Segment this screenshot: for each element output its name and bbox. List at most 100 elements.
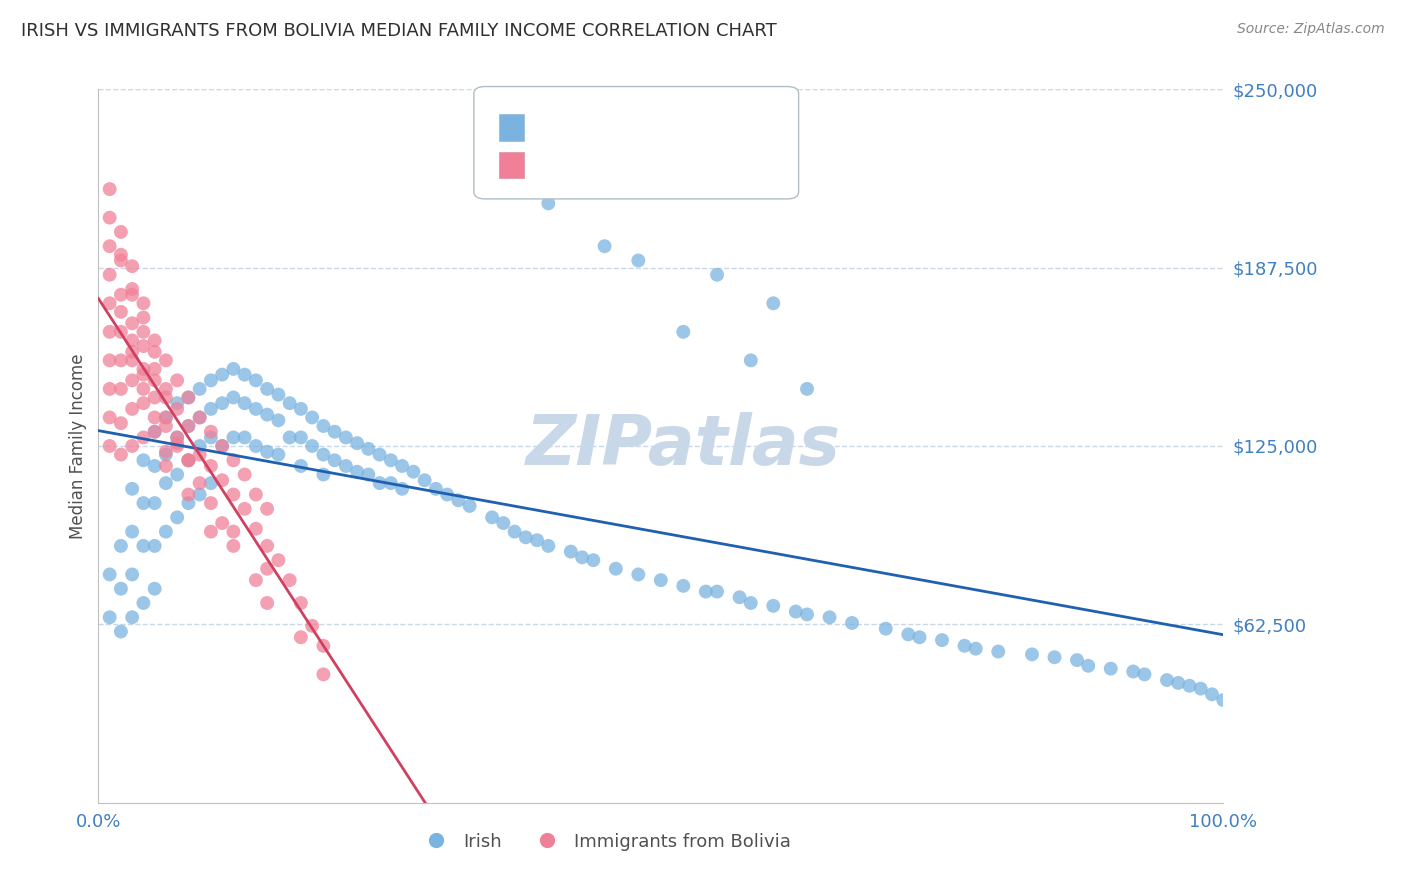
- Point: [256, 562, 278, 576]
- Point: [200, 496, 222, 510]
- Point: [200, 476, 222, 491]
- Point: [155, 353, 177, 368]
- Point: [211, 439, 233, 453]
- Point: [740, 596, 762, 610]
- Point: [177, 453, 200, 467]
- Point: [335, 430, 357, 444]
- Point: [762, 296, 785, 310]
- Point: [245, 401, 267, 416]
- Point: [233, 430, 256, 444]
- Point: [481, 182, 503, 196]
- Text: R =: R =: [536, 119, 567, 136]
- Point: [110, 539, 132, 553]
- Point: [143, 344, 166, 359]
- Point: [121, 401, 143, 416]
- Point: [537, 539, 560, 553]
- Point: [132, 396, 155, 410]
- Point: [346, 436, 368, 450]
- Point: [98, 268, 121, 282]
- Point: [290, 458, 312, 473]
- Point: [188, 382, 211, 396]
- Point: [650, 573, 672, 587]
- Point: [143, 582, 166, 596]
- Point: [121, 282, 143, 296]
- Point: [200, 524, 222, 539]
- Point: [132, 596, 155, 610]
- Point: [110, 624, 132, 639]
- Point: [155, 391, 177, 405]
- Point: [222, 362, 245, 376]
- Text: Source: ZipAtlas.com: Source: ZipAtlas.com: [1237, 22, 1385, 37]
- Point: [413, 473, 436, 487]
- Point: [458, 499, 481, 513]
- Point: [695, 584, 717, 599]
- Point: [166, 373, 188, 387]
- Point: [211, 439, 233, 453]
- Point: [728, 591, 751, 605]
- Point: [121, 353, 143, 368]
- Point: [650, 168, 672, 182]
- Point: [245, 522, 267, 536]
- Point: [706, 268, 728, 282]
- Point: [233, 501, 256, 516]
- Point: [166, 436, 188, 450]
- Point: [188, 410, 211, 425]
- Point: [166, 467, 188, 482]
- Point: [312, 667, 335, 681]
- Point: [166, 396, 188, 410]
- Point: [256, 408, 278, 422]
- Point: [222, 539, 245, 553]
- Point: [177, 391, 200, 405]
- Point: [121, 524, 143, 539]
- Point: [301, 439, 323, 453]
- Point: [931, 633, 953, 648]
- Point: [1043, 650, 1066, 665]
- Point: [762, 599, 785, 613]
- Point: [188, 448, 211, 462]
- Point: [143, 410, 166, 425]
- Point: [132, 430, 155, 444]
- Point: [222, 430, 245, 444]
- Point: [143, 496, 166, 510]
- Point: [267, 553, 290, 567]
- Point: [143, 425, 166, 439]
- Point: [98, 439, 121, 453]
- Point: [267, 413, 290, 427]
- Point: [121, 439, 143, 453]
- Point: [98, 296, 121, 310]
- Point: [211, 396, 233, 410]
- Point: [121, 373, 143, 387]
- Point: [177, 419, 200, 434]
- Point: [132, 382, 155, 396]
- Point: [380, 453, 402, 467]
- Point: [98, 182, 121, 196]
- Point: [560, 544, 582, 558]
- Point: [98, 353, 121, 368]
- Point: [357, 442, 380, 456]
- Point: [188, 439, 211, 453]
- Point: [132, 362, 155, 376]
- Point: [233, 368, 256, 382]
- Point: [1077, 658, 1099, 673]
- Point: [526, 533, 548, 548]
- Point: [143, 391, 166, 405]
- Point: [110, 325, 132, 339]
- Point: [908, 630, 931, 644]
- Point: [312, 448, 335, 462]
- Point: [785, 605, 807, 619]
- Point: [132, 325, 155, 339]
- Point: [290, 430, 312, 444]
- Point: [965, 641, 987, 656]
- Point: [436, 487, 458, 501]
- Point: [200, 373, 222, 387]
- Point: [110, 448, 132, 462]
- Point: [1021, 648, 1043, 662]
- Point: [503, 524, 526, 539]
- Point: [245, 439, 267, 453]
- Point: [301, 410, 323, 425]
- Point: [256, 596, 278, 610]
- Text: IRISH VS IMMIGRANTS FROM BOLIVIA MEDIAN FAMILY INCOME CORRELATION CHART: IRISH VS IMMIGRANTS FROM BOLIVIA MEDIAN …: [21, 22, 778, 40]
- Point: [110, 225, 132, 239]
- Point: [1122, 665, 1144, 679]
- Point: [177, 453, 200, 467]
